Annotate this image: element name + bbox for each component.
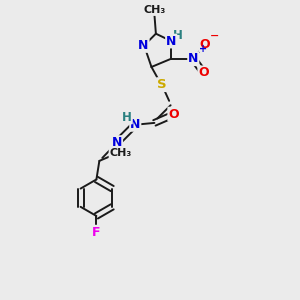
Text: H: H: [122, 110, 132, 124]
Text: N: N: [166, 34, 176, 48]
Text: N: N: [130, 118, 140, 131]
Text: −: −: [210, 31, 219, 41]
Text: N: N: [112, 136, 122, 149]
Text: O: O: [168, 108, 179, 121]
Text: F: F: [92, 226, 101, 238]
Text: N: N: [188, 52, 199, 65]
Text: O: O: [198, 66, 209, 80]
Text: CH₃: CH₃: [143, 5, 166, 15]
Text: S: S: [157, 78, 166, 91]
Text: N: N: [138, 39, 149, 52]
Text: H: H: [173, 29, 183, 42]
Text: +: +: [199, 44, 207, 54]
Text: CH₃: CH₃: [110, 148, 132, 158]
Text: O: O: [199, 38, 210, 51]
